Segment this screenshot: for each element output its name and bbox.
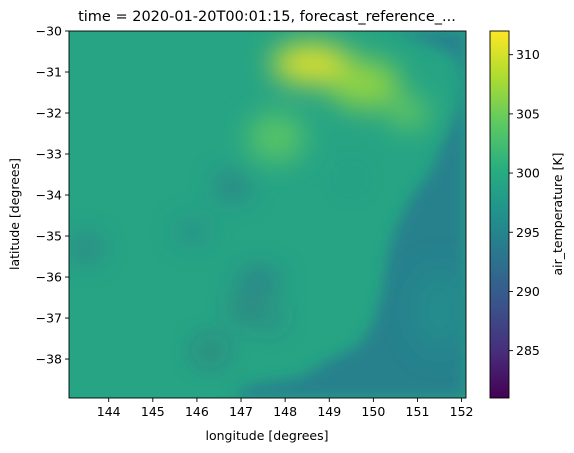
colorbar-gradient <box>489 30 510 399</box>
colorbar-tick-label: 295 <box>516 225 540 240</box>
colorbar-tick-label: 305 <box>516 106 540 121</box>
chart-title: time = 2020-01-20T00:01:15, forecast_ref… <box>78 9 456 25</box>
colorbar-ticks: 285 290 295 300 305 310 <box>509 47 540 358</box>
heatmap-cell-blob <box>199 344 222 357</box>
heatmap-cell-blob <box>179 223 206 241</box>
heatmap-cell-blob <box>346 174 356 183</box>
heatmap-features <box>75 43 466 357</box>
y-tick-label: −36 <box>36 270 62 285</box>
colorbar-label: air_temperature [K] <box>550 152 565 275</box>
plot-frame <box>68 30 467 399</box>
heatmap-cell-blob <box>235 302 256 318</box>
y-tick-label: −37 <box>36 311 62 326</box>
heatmap-cell-blob <box>238 271 279 291</box>
y-tick-label: −30 <box>36 24 62 39</box>
colorbar-tick-label: 290 <box>516 284 540 299</box>
x-tick-label: 150 <box>361 404 385 419</box>
y-tick-label: −31 <box>36 65 62 80</box>
heatmap-cell-blob <box>388 98 429 128</box>
colorbar-tick-label: 310 <box>516 47 540 62</box>
x-tick-label: 144 <box>97 404 121 419</box>
heatmap-cell-blob <box>265 311 279 325</box>
x-tick-label: 148 <box>273 404 297 419</box>
heatmap-cell-blob <box>329 59 400 109</box>
y-tick-label: −35 <box>36 229 62 244</box>
x-tick-label: 147 <box>229 404 253 419</box>
y-axis-label: latitude [degrees] <box>7 158 22 270</box>
x-axis-label: longitude [degrees] <box>206 428 329 443</box>
y-axis: −30 −31 −32 −33 −34 −35 −36 −37 −38 <box>36 24 69 367</box>
y-tick-label: −34 <box>36 188 62 203</box>
heatmap-cell-blob <box>271 43 352 85</box>
colorbar: 285 290 295 300 305 310 air_temperature [K] <box>489 30 565 399</box>
x-tick-label: 145 <box>141 404 165 419</box>
heatmap-cell-blob <box>216 177 248 197</box>
heatmap-area <box>69 31 466 398</box>
heatmap-cell-blob <box>413 268 466 351</box>
colorbar-tick-label: 285 <box>516 343 540 358</box>
x-tick-label: 152 <box>450 404 474 419</box>
colorbar-tick-label: 300 <box>516 166 540 181</box>
x-axis: 144 145 146 147 148 149 150 151 152 <box>97 398 474 419</box>
y-tick-label: −33 <box>36 147 62 162</box>
ocean-region <box>230 31 466 398</box>
y-tick-label: −38 <box>36 352 62 367</box>
y-tick-label: −32 <box>36 106 62 121</box>
x-tick-label: 151 <box>406 404 430 419</box>
x-tick-label: 146 <box>185 404 209 419</box>
heatmap-cell-blob <box>75 239 98 258</box>
x-tick-label: 149 <box>317 404 341 419</box>
heatmap-cell-blob <box>247 113 305 163</box>
